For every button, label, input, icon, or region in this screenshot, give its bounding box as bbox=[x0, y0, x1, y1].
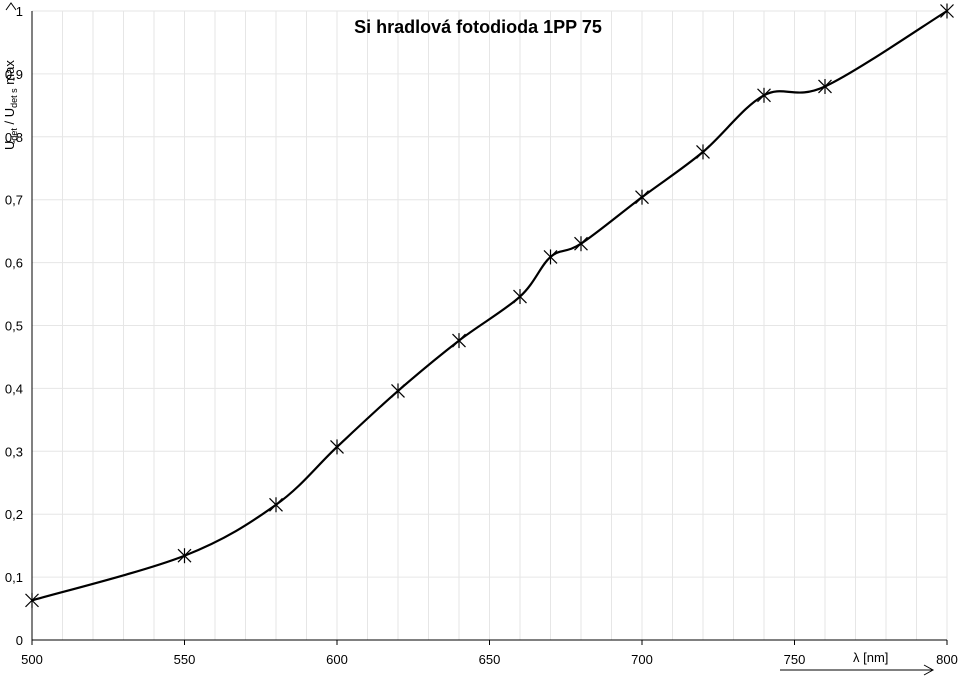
data-point bbox=[513, 289, 527, 305]
x-tick-label: 650 bbox=[479, 652, 501, 667]
data-point bbox=[635, 189, 649, 205]
y-tick-label: 0,5 bbox=[5, 319, 23, 334]
y-tick-label: 0,1 bbox=[5, 570, 23, 585]
y-tick-label: 1 bbox=[16, 4, 23, 19]
series bbox=[25, 3, 954, 608]
y-tick-label: 0,7 bbox=[5, 193, 23, 208]
y-axis-arrow bbox=[5, 2, 17, 11]
y-axis-label-group: Udet / Udet s max bbox=[2, 60, 19, 150]
y-tick-label: 0,8 bbox=[5, 130, 23, 145]
y-axis-label-tail: max bbox=[2, 60, 17, 89]
y-axis-label-main: U bbox=[2, 141, 17, 150]
y-tick-label: 0,4 bbox=[5, 381, 23, 396]
data-point bbox=[818, 78, 832, 94]
y-tick-label: 0,6 bbox=[5, 256, 23, 271]
x-axis-label-arrowhead bbox=[923, 664, 935, 676]
y-tick-label: 0 bbox=[16, 633, 23, 648]
x-tick-label: 700 bbox=[631, 652, 653, 667]
y-tick-label: 0,3 bbox=[5, 444, 23, 459]
chart-title: Si hradlová fotodioda 1PP 75 bbox=[354, 17, 602, 37]
data-point bbox=[757, 87, 771, 103]
data-point bbox=[330, 439, 344, 455]
y-axis-label-sub1: det bbox=[9, 128, 19, 141]
y-axis-label: Udet / Udet s max bbox=[2, 60, 19, 150]
x-axis-label-group: λ [nm] bbox=[780, 650, 935, 676]
x-tick-label: 500 bbox=[21, 652, 43, 667]
x-tick-label: 750 bbox=[784, 652, 806, 667]
grid bbox=[31, 10, 948, 641]
y-axis-label-sub2: det s bbox=[9, 88, 19, 108]
y-tick-label: 0,9 bbox=[5, 67, 23, 82]
data-point bbox=[696, 144, 710, 160]
y-tick-label: 0,2 bbox=[5, 507, 23, 522]
x-tick-label: 800 bbox=[936, 652, 958, 667]
data-point bbox=[391, 383, 405, 399]
data-point bbox=[25, 592, 39, 608]
x-axis-label: λ [nm] bbox=[853, 650, 888, 665]
x-tick-label: 550 bbox=[174, 652, 196, 667]
data-point bbox=[452, 333, 466, 349]
data-point bbox=[177, 548, 192, 564]
data-point bbox=[940, 3, 954, 19]
x-tick-label: 600 bbox=[326, 652, 348, 667]
data-point bbox=[574, 236, 588, 252]
tick-labels: 500 550 600 650 700 750 800 0 0,1 0,2 0,3 0,4 0,5 0,6… bbox=[5, 4, 958, 667]
y-axis-label-mid: / U bbox=[2, 108, 17, 128]
y-axis-arrowhead bbox=[5, 2, 17, 11]
data-point bbox=[269, 497, 283, 513]
data-point bbox=[543, 249, 558, 265]
